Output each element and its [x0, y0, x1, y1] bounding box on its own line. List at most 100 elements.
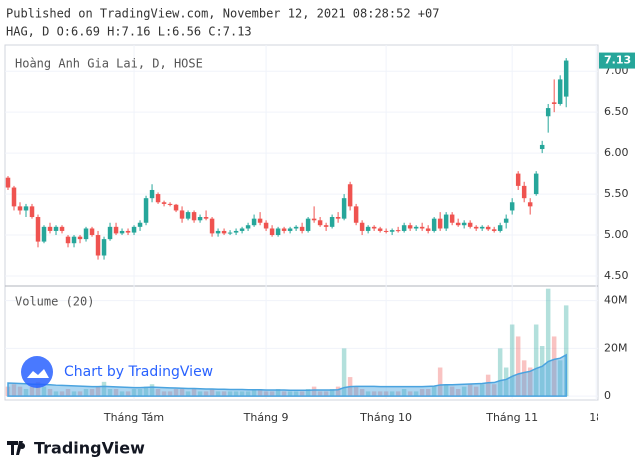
volume-bar — [551, 336, 557, 397]
volume-bar — [383, 391, 389, 397]
y-tick-label: 5.50 — [604, 187, 629, 200]
volume-bar — [437, 367, 443, 397]
candle-body — [425, 228, 431, 231]
candle-body — [149, 189, 155, 199]
volume-bar — [71, 391, 77, 397]
volume-bar — [185, 391, 191, 397]
candle-body — [239, 228, 245, 231]
volume-bar — [473, 386, 479, 397]
volume-bar — [77, 391, 83, 397]
volume-bar — [281, 391, 287, 397]
candle-body — [245, 225, 251, 229]
candle-body — [137, 222, 143, 227]
volume-bar — [413, 391, 419, 397]
volume-bar — [305, 389, 311, 397]
volume-bar — [335, 386, 341, 397]
candle-body — [521, 185, 527, 199]
candle-body — [563, 60, 569, 97]
volume-bar — [17, 386, 23, 397]
candle-body — [527, 202, 533, 207]
volume-bar — [197, 391, 203, 397]
candle-body — [77, 236, 83, 240]
volume-bar — [227, 391, 233, 397]
volume-bar — [47, 389, 53, 397]
volume-bar — [215, 391, 221, 397]
candle-body — [341, 198, 347, 219]
candle-body — [353, 206, 359, 223]
candle-body — [167, 203, 173, 205]
volume-bar — [509, 324, 515, 397]
candle-body — [119, 230, 125, 234]
watermark-logo — [21, 356, 53, 388]
volume-bar — [53, 391, 59, 397]
candle-body — [269, 228, 275, 236]
volume-bar — [401, 389, 407, 397]
candle-body — [95, 235, 101, 256]
volume-tick-label: 20M — [604, 341, 628, 354]
candle-body — [125, 230, 131, 233]
volume-bar — [167, 391, 173, 397]
volume-bar — [119, 391, 125, 397]
candle-body — [233, 230, 239, 233]
candle-body — [395, 230, 401, 232]
candle-body — [473, 226, 479, 229]
candle-body — [221, 230, 227, 234]
volume-bar — [341, 348, 347, 397]
volume-bar — [101, 381, 107, 397]
candle-body — [35, 217, 41, 242]
candle-body — [5, 177, 11, 188]
volume-bar — [545, 288, 551, 397]
candle-body — [509, 202, 515, 211]
volume-bar — [503, 367, 509, 397]
volume-bar — [365, 391, 371, 397]
watermark: Chart by TradingView — [21, 356, 213, 388]
candle-body — [107, 226, 113, 240]
candle-body — [191, 212, 197, 221]
volume-bar — [191, 389, 197, 397]
volume-bar — [131, 389, 137, 397]
volume-bar — [155, 389, 161, 397]
candle-body — [419, 226, 425, 229]
volume-bar — [65, 389, 71, 397]
volume-bar — [389, 391, 395, 397]
volume-bar — [29, 386, 35, 397]
candle-body — [515, 173, 521, 186]
volume-bar — [11, 384, 17, 397]
candle-body — [449, 214, 455, 223]
volume-bar — [449, 386, 455, 397]
x-tick-label: Tháng Tám — [103, 411, 164, 424]
frame — [4, 44, 599, 401]
candle-body — [29, 206, 35, 218]
volume-bar — [263, 391, 269, 397]
volume-bar — [299, 391, 305, 397]
candle-body — [377, 228, 383, 231]
volume-bar — [317, 391, 323, 397]
volume-bar — [233, 391, 239, 397]
watermark-icon — [27, 369, 49, 378]
candle-body — [251, 218, 257, 226]
candle-body — [65, 236, 71, 244]
candle-body — [47, 226, 53, 231]
candle-body — [347, 184, 353, 207]
y-tick-label: 4.50 — [604, 269, 629, 282]
candle-body — [539, 144, 545, 150]
x-tick-label: Tháng 11 — [485, 411, 538, 424]
volume-bar — [179, 389, 185, 397]
volume-label: Volume (20) — [15, 295, 94, 309]
volume-bar — [563, 305, 569, 397]
candle-body — [329, 217, 335, 227]
candle-body — [503, 218, 509, 223]
candle-body — [371, 226, 377, 229]
candle-body — [23, 206, 29, 211]
volume-bar — [149, 384, 155, 397]
candle-body — [215, 230, 221, 234]
volume-bar — [287, 391, 293, 397]
x-tick-label: Tháng 10 — [359, 411, 412, 424]
candle-body — [155, 194, 161, 203]
candle-body — [287, 228, 293, 231]
candle-body — [209, 218, 215, 234]
candle-body — [11, 187, 17, 207]
volume-bar — [311, 386, 317, 397]
candle-body — [299, 226, 305, 231]
